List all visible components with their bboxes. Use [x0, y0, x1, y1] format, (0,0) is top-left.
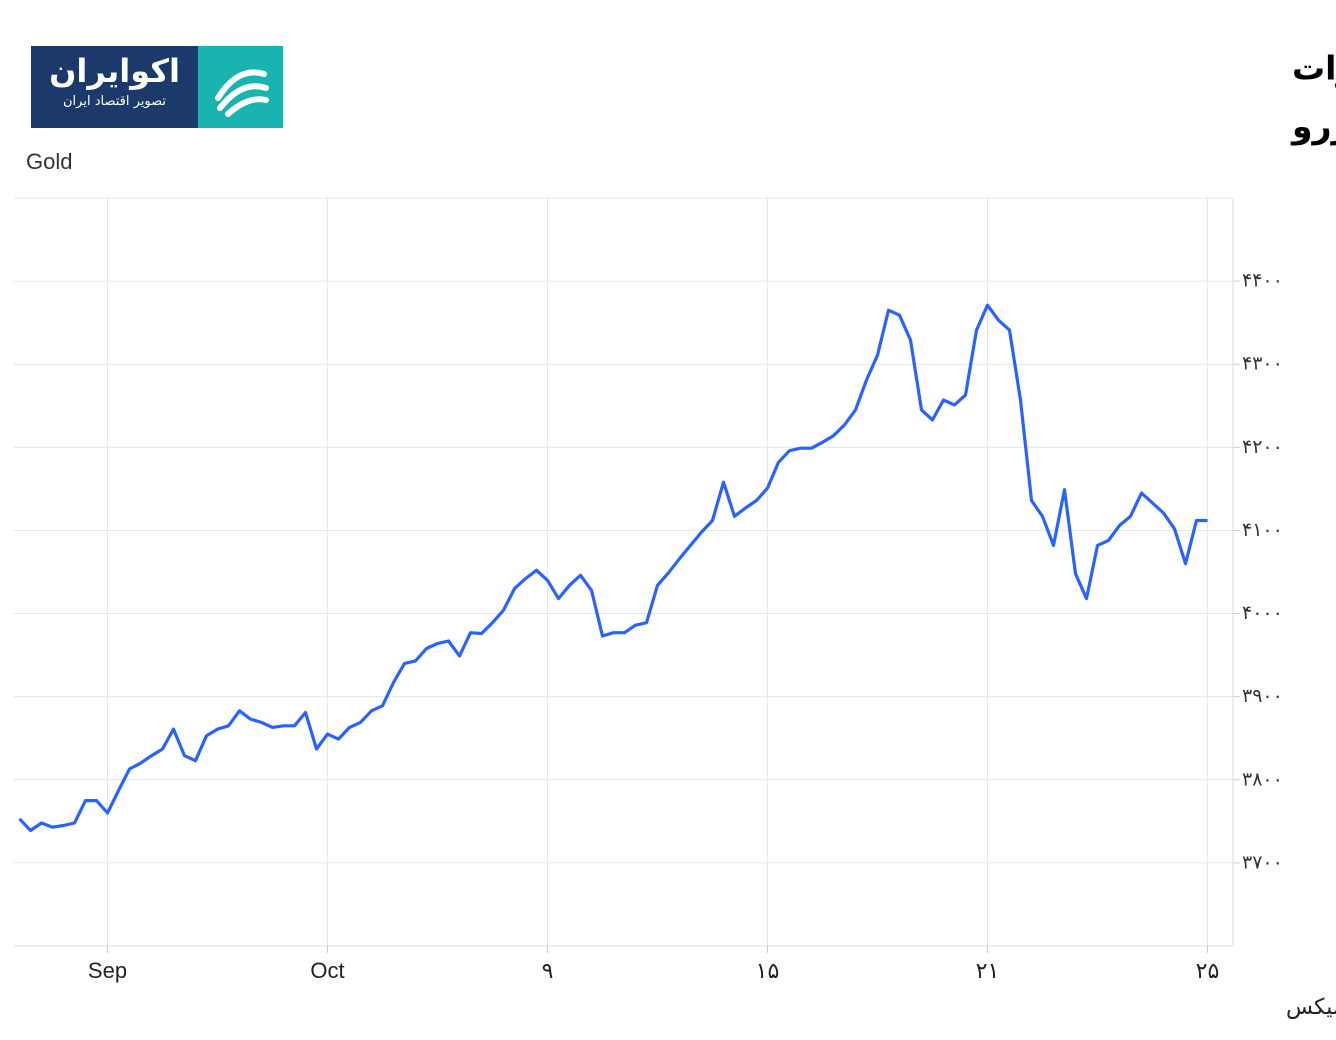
logo: اکوایران تصویر اقتصاد ایران	[31, 46, 283, 128]
x-tick-label: ۲۱	[976, 958, 1000, 983]
logo-text: اکوایران تصویر اقتصاد ایران	[31, 46, 198, 128]
y-tick-label: ۴۳۰۰	[1242, 353, 1283, 375]
y-tick-label: ۳۷۰۰	[1242, 851, 1283, 873]
chart-title: برای کاهش نرخ بهره فدرال رزرو	[1290, 107, 1336, 147]
source: منبع: تریدینگ اکونومیکس	[1286, 994, 1336, 1020]
y-tick-label: ۳۹۰۰	[1242, 685, 1283, 707]
logo-name: اکوایران	[49, 52, 180, 90]
x-tick-label: ۱۵	[756, 958, 780, 983]
line	[18, 303, 1208, 833]
chart-title: کاهش زیان طلای جهانی با تقویت انتظارات	[1292, 49, 1336, 89]
y-tick-label: ۴۰۰۰	[1242, 602, 1283, 624]
logo-mark	[215, 69, 269, 117]
y-tick-label: ۴۴۰۰	[1242, 270, 1283, 292]
x-tick-label: Oct	[310, 958, 344, 983]
y-tick-label: ۴۱۰۰	[1242, 519, 1283, 541]
logo-icon	[198, 46, 283, 128]
logo-tagline: تصویر اقتصاد ایران	[63, 94, 166, 109]
x-tick-label: Sep	[88, 958, 127, 983]
y-tick-label: ۴۲۰۰	[1242, 436, 1283, 458]
y-tick-label: ۳۸۰۰	[1242, 768, 1283, 790]
x-tick-label: ۲۵	[1196, 958, 1220, 983]
y-axis-label: Gold	[26, 149, 72, 174]
x-tick-label: ۹	[542, 958, 554, 983]
